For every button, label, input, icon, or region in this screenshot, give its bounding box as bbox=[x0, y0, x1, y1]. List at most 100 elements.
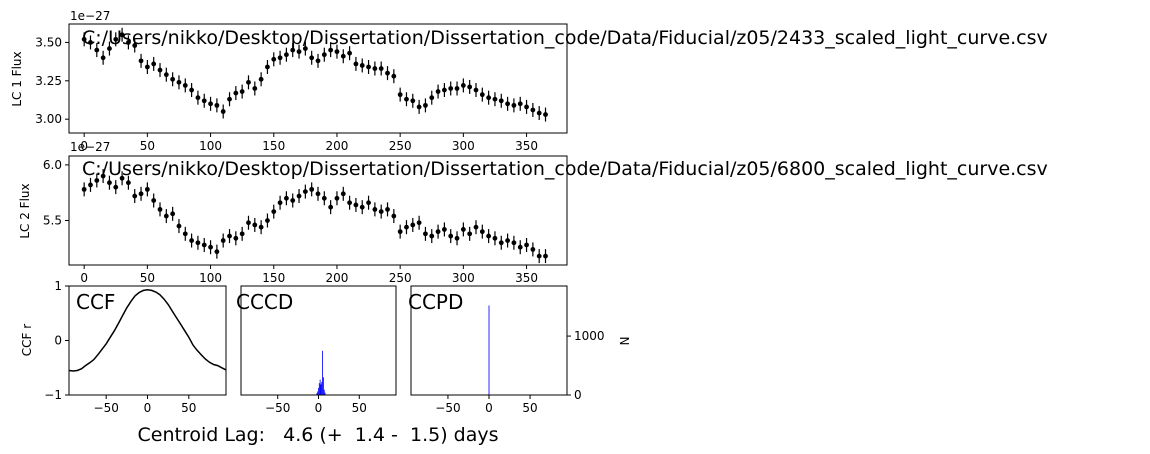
lc2-data-point bbox=[284, 195, 289, 201]
lc1-data-point bbox=[315, 58, 321, 64]
cccd-x-ticks: −50 0 50 bbox=[265, 395, 367, 415]
cccd-bar bbox=[316, 393, 318, 395]
lc2-data-point bbox=[441, 227, 447, 232]
lc2-data-point bbox=[246, 220, 251, 226]
lc1-data-point bbox=[366, 64, 371, 70]
lc2-data-point bbox=[239, 231, 245, 237]
lc2-x-tick-label: 300 bbox=[452, 271, 475, 285]
lc1-data-point bbox=[410, 98, 416, 104]
lc2-y-ticks: 5.5 6.0 bbox=[43, 158, 69, 228]
lc1-data-point bbox=[536, 110, 542, 116]
lc1-data-point bbox=[119, 32, 125, 38]
lc2-data-point bbox=[473, 224, 479, 230]
lc2-data-point bbox=[524, 242, 529, 248]
lc2-data-point bbox=[416, 220, 422, 226]
cccd-bar bbox=[321, 382, 323, 395]
ccpd-y-tick-label: 0 bbox=[574, 388, 582, 402]
lc1-y-tick-label: 3.00 bbox=[35, 112, 62, 126]
lc2-data-point bbox=[277, 200, 283, 206]
cccd-x-tick-label: −50 bbox=[265, 401, 290, 415]
lc1-data-point bbox=[157, 67, 163, 73]
lc2-data-point bbox=[309, 186, 315, 192]
lc1-data-point bbox=[100, 55, 106, 61]
lc1-data-point bbox=[385, 70, 390, 76]
ccf-y-axis-label: CCF r bbox=[20, 324, 34, 356]
lc2-panel: 0 50 100 150 200 250 300 350 5.5 6.0 1e−27 LC 2 … bbox=[18, 140, 1048, 285]
lc1-y-tick-label: 3.50 bbox=[35, 35, 62, 49]
lc1-data-point bbox=[208, 101, 213, 107]
lc2-data-point bbox=[340, 191, 346, 197]
cccd-x-tick-label: 50 bbox=[352, 401, 367, 415]
lc1-data-point bbox=[340, 53, 346, 59]
lc1-data-point bbox=[170, 76, 176, 82]
lc2-data-point bbox=[252, 222, 258, 228]
ccpd-marks bbox=[488, 305, 490, 395]
lc2-data-point bbox=[214, 249, 220, 255]
ccf-x-tick-label: −50 bbox=[94, 401, 119, 415]
lc2-data-point bbox=[505, 238, 510, 243]
ccf-panel-title: CCF bbox=[76, 290, 115, 314]
lc2-data-point bbox=[334, 195, 340, 201]
lc2-data-point bbox=[498, 240, 504, 246]
lc1-y-ticks: 3.00 3.25 3.50 bbox=[35, 35, 69, 126]
lc2-data-point bbox=[81, 186, 87, 192]
ccpd-y-axis-label: N bbox=[617, 337, 631, 346]
lc1-data-point bbox=[429, 95, 435, 101]
lc2-data-point bbox=[151, 198, 157, 203]
lc2-data-point bbox=[100, 173, 106, 179]
lc2-data-point bbox=[429, 233, 435, 239]
ccf-marks bbox=[68, 289, 227, 372]
lc1-data-point bbox=[290, 47, 296, 53]
lc1-data-point bbox=[391, 73, 397, 79]
lc1-axes-frame bbox=[68, 23, 568, 134]
ccpd-y-ticks: 0 1000 bbox=[567, 329, 605, 402]
ccpd-x-tick-label: 50 bbox=[522, 401, 537, 415]
lc1-data-point bbox=[397, 92, 403, 98]
lc2-data-point bbox=[258, 224, 264, 230]
lc2-data-point bbox=[467, 231, 473, 237]
lc2-data-point bbox=[189, 238, 195, 243]
lc2-data-point bbox=[195, 240, 201, 246]
lc2-data-point bbox=[347, 200, 352, 206]
cccd-bar bbox=[323, 389, 325, 395]
lc1-marks bbox=[81, 27, 548, 122]
lc1-data-point bbox=[454, 86, 460, 91]
lc2-y-axis-label: LC 2 Flux bbox=[18, 183, 32, 238]
lc2-data-point bbox=[321, 195, 327, 201]
lc1-x-tick-label: 250 bbox=[389, 139, 412, 153]
lc2-data-point bbox=[435, 229, 441, 235]
lc2-data-point bbox=[372, 206, 378, 212]
lc2-x-tick-label: 0 bbox=[80, 271, 88, 285]
lc2-data-point bbox=[163, 213, 169, 219]
lc1-data-point bbox=[176, 79, 182, 85]
lc1-data-point bbox=[359, 63, 365, 68]
lc2-data-point bbox=[220, 238, 226, 243]
lc1-data-point bbox=[302, 46, 308, 51]
ccf-panel: −50 0 50 −1 0 1 CCF r CCF bbox=[20, 279, 227, 415]
cccd-bar bbox=[318, 383, 320, 395]
cccd-bar bbox=[322, 350, 323, 395]
cccd-panel: −50 0 50 CCCD bbox=[236, 285, 397, 415]
lc2-data-point bbox=[479, 229, 485, 235]
lc1-x-tick-label: 50 bbox=[140, 139, 155, 153]
lc2-x-tick-label: 250 bbox=[389, 271, 412, 285]
lc1-data-point bbox=[492, 96, 498, 102]
lc1-data-point bbox=[195, 95, 201, 101]
lc1-data-point bbox=[353, 61, 359, 67]
lc2-data-point bbox=[290, 198, 296, 203]
lc2-data-point bbox=[88, 182, 93, 188]
lc1-data-point bbox=[113, 36, 119, 42]
lc1-data-point bbox=[144, 64, 150, 70]
lc1-data-point bbox=[378, 66, 384, 71]
lc2-data-point bbox=[460, 227, 466, 232]
lc1-data-point bbox=[81, 36, 87, 42]
lc2-offset-text: 1e−27 bbox=[70, 140, 110, 154]
lc1-data-point bbox=[460, 83, 466, 88]
lc1-panel: 0 50 100 150 200 250 300 350 3.00 3.25 3.50 1e−27… bbox=[10, 9, 1048, 153]
lc2-data-point bbox=[536, 253, 542, 259]
lc2-x-tick-label: 200 bbox=[326, 271, 349, 285]
lc2-data-point bbox=[448, 233, 454, 239]
lc2-x-tick-label: 150 bbox=[262, 271, 285, 285]
